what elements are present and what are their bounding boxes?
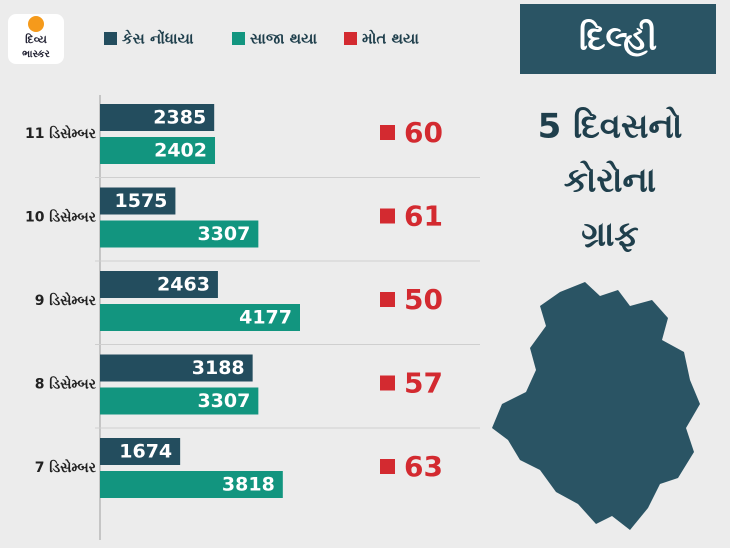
bar (100, 387, 259, 415)
value-label: 3307 (197, 390, 250, 412)
death-marker (380, 375, 395, 391)
category-label: 7 ડિસેમ્બર (35, 458, 97, 476)
value-label: 3818 (222, 474, 275, 496)
bar (100, 304, 300, 331)
legend-label: કેસ નોંધાયા (122, 28, 194, 47)
death-label: 61 (404, 200, 443, 233)
category-label: 9 ડિસેમ્બર (35, 291, 97, 309)
value-label: 1575 (115, 190, 168, 212)
logo-line: દિવ્ય (25, 32, 47, 46)
value-label: 3307 (197, 223, 250, 245)
category-label: 10 ડિસેમ્બર (25, 207, 97, 225)
death-label: 60 (404, 116, 443, 149)
legend-swatch (104, 32, 117, 45)
death-label: 57 (404, 367, 443, 400)
logo-box (8, 14, 64, 64)
panel-title: કોરોના (564, 160, 656, 201)
death-label: 63 (404, 450, 443, 483)
delhi-map (492, 282, 700, 530)
bar (100, 271, 218, 298)
death-marker (380, 292, 395, 307)
value-label: 2402 (154, 140, 207, 162)
value-label: 2385 (153, 107, 206, 129)
legend-label: સાજા થયા (250, 30, 317, 48)
panel-title: ગ્રાફ (581, 215, 638, 255)
bar (100, 104, 215, 131)
value-label: 1674 (119, 441, 172, 463)
value-label: 2463 (157, 274, 210, 296)
death-marker (380, 208, 395, 224)
bar (100, 438, 181, 465)
bar (100, 354, 253, 382)
legend-label: મોત થયા (362, 29, 419, 48)
category-label: 11 ડિસેમ્બર (25, 124, 97, 142)
death-marker (380, 125, 395, 140)
category-label: 8 ડિસેમ્બર (35, 374, 97, 392)
value-label: 3188 (192, 357, 245, 379)
logo-sun (28, 16, 44, 32)
logo-line: ભાસ્કર (22, 49, 50, 60)
bar (100, 471, 283, 498)
bar (100, 137, 216, 164)
value-label: 4177 (239, 307, 292, 329)
bar (100, 220, 259, 248)
region-box (520, 4, 716, 74)
legend-swatch (232, 32, 245, 45)
bar (100, 187, 176, 215)
death-marker (380, 459, 395, 474)
panel-title: 5 દિવસનો (538, 106, 683, 147)
death-label: 50 (404, 283, 443, 316)
legend-swatch (344, 32, 357, 45)
region-name: દિલ્હી (579, 19, 657, 59)
